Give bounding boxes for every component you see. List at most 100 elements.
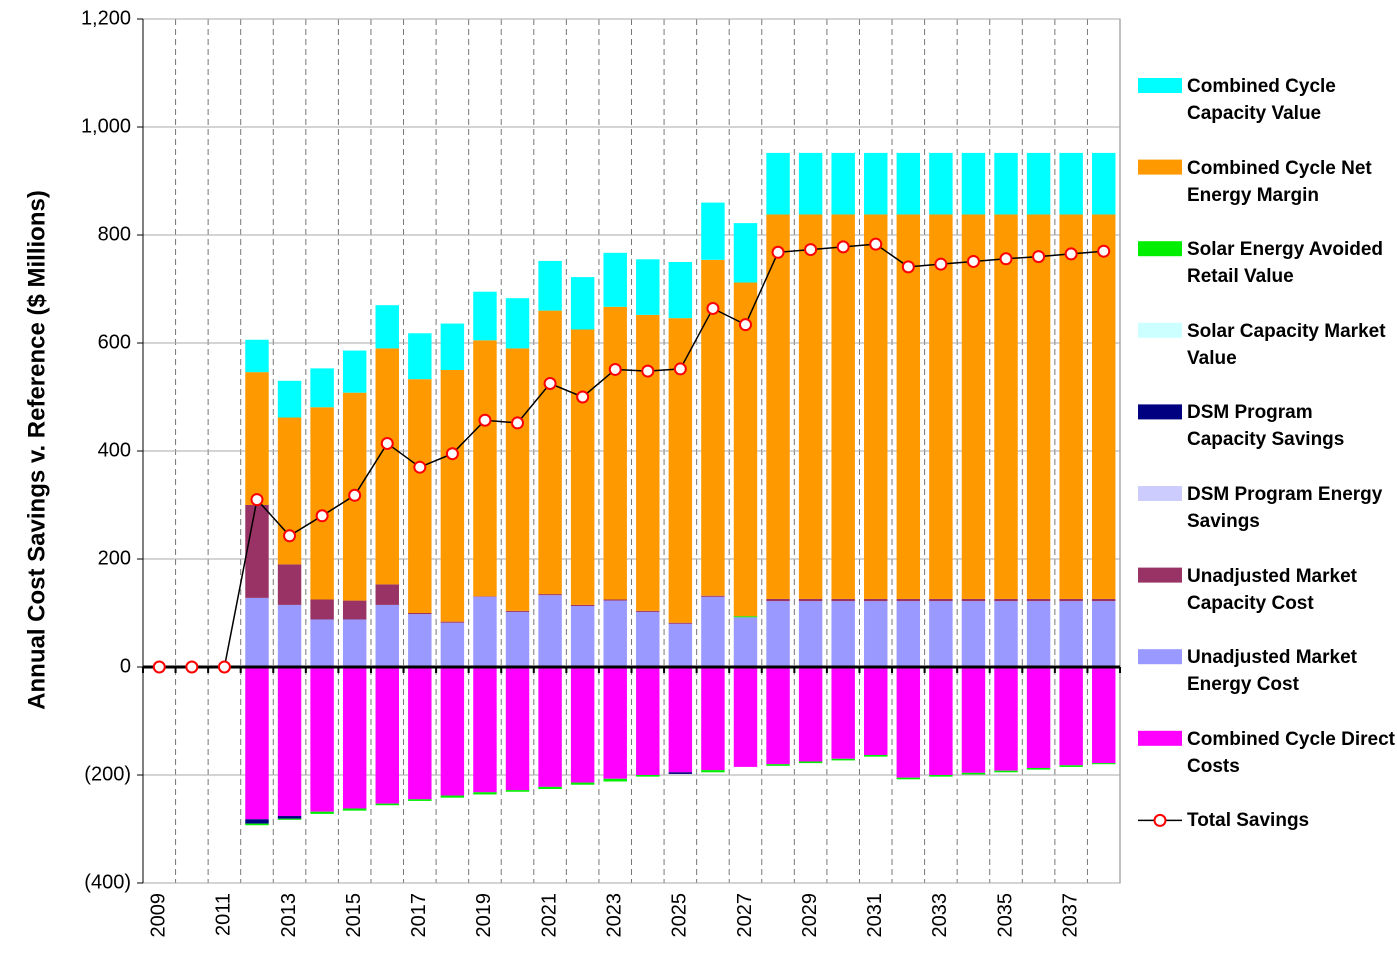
line-marker <box>511 416 525 430</box>
bar-segment <box>636 259 660 315</box>
legend-swatch <box>1138 322 1182 338</box>
y-tick-label: 600 <box>98 331 131 353</box>
bar-segment <box>766 214 790 599</box>
y-tick-label: 200 <box>98 547 131 569</box>
bar-segment <box>505 790 530 792</box>
line-marker <box>413 460 427 474</box>
bar-segment <box>1091 214 1116 599</box>
bar-segment <box>896 214 921 599</box>
bar-segment <box>538 667 562 787</box>
bar-segment <box>375 584 399 605</box>
bar-segment <box>538 595 562 667</box>
line-marker <box>185 660 199 674</box>
bar-segment <box>570 329 595 605</box>
y-tick-label: 1,000 <box>81 115 131 137</box>
bar-segment <box>473 291 497 341</box>
line-marker <box>250 493 264 507</box>
bar-segment <box>538 260 562 311</box>
bar-segment <box>668 623 693 667</box>
bar-segment <box>1059 214 1083 599</box>
bar-segment <box>668 667 693 773</box>
bar-segment <box>896 667 921 778</box>
x-tick-label: 2013 <box>278 893 300 938</box>
y-tick-label: 400 <box>98 439 131 461</box>
bar-segment <box>929 214 953 599</box>
bar-segment <box>245 339 269 373</box>
bar-segment <box>864 152 888 215</box>
bar-segment <box>994 214 1018 599</box>
bar-segment <box>603 306 627 600</box>
bar-segment <box>1059 765 1083 767</box>
bar-segment <box>277 667 302 817</box>
bar-segment <box>929 598 953 602</box>
bar-segment <box>733 617 758 667</box>
bar-segment <box>538 594 562 596</box>
bar-segment <box>245 505 269 598</box>
bar-segment <box>440 621 465 623</box>
bar-segment <box>896 601 921 667</box>
bar-segment <box>929 667 953 775</box>
bar-segment <box>1026 214 1051 599</box>
bar-segment <box>277 818 302 820</box>
bar-segment <box>896 152 921 215</box>
line-marker <box>999 252 1013 266</box>
bar-segment <box>961 772 986 775</box>
legend-swatch <box>1138 730 1182 746</box>
line-marker <box>673 362 687 376</box>
bar-segment <box>440 370 465 622</box>
line-marker <box>804 243 818 257</box>
y-axis-title: Annual Cost Savings v. Reference ($ Mill… <box>23 190 50 710</box>
bar-segment <box>408 614 432 667</box>
bar-segment <box>668 622 693 624</box>
legend-label: Unadjusted Market Energy Cost <box>1187 647 1357 696</box>
bar-segment <box>245 819 269 824</box>
bar-segment <box>603 252 627 307</box>
bar-segment <box>1091 601 1116 667</box>
bar-segment <box>342 619 367 667</box>
x-tick-label: 2035 <box>994 893 1016 938</box>
bar-segment <box>798 152 823 215</box>
x-tick-label: 2009 <box>148 893 170 938</box>
bar-segment <box>375 348 399 585</box>
bar-segment <box>798 601 823 667</box>
y-tick-label: (400) <box>84 871 131 893</box>
bar-segment <box>570 667 595 783</box>
bar-segment <box>994 598 1018 602</box>
bar-segment <box>864 755 888 757</box>
bar-segment <box>766 598 790 602</box>
bar-segment <box>277 604 302 667</box>
bar-segment <box>864 598 888 602</box>
bar-segment <box>440 667 465 796</box>
bar-segment <box>668 262 693 319</box>
bar-segment <box>473 596 497 597</box>
bar-segment <box>473 596 497 667</box>
bar-segment <box>1026 598 1051 602</box>
y-tick-label: 800 <box>98 223 131 245</box>
bar-segment <box>733 667 758 767</box>
legend-label: Combined Cycle Direct Costs <box>1187 728 1395 777</box>
line-marker <box>478 413 492 427</box>
bar-segment <box>538 310 562 595</box>
bar-segment <box>1026 601 1051 667</box>
bar-segment <box>408 333 432 380</box>
bar-segment <box>1059 152 1083 215</box>
legend-label: Combined Cycle Capacity Value <box>1187 76 1336 124</box>
x-tick-label: 2011 <box>213 893 235 936</box>
bar-segment <box>701 770 725 773</box>
line-marker <box>543 377 557 390</box>
bar-segment <box>701 202 725 260</box>
bar-segment <box>798 598 823 602</box>
x-tick-label: 2031 <box>864 893 886 938</box>
bar-segment <box>766 667 790 765</box>
line-marker <box>738 318 752 332</box>
bar-segment <box>440 622 465 667</box>
bar-segment <box>701 667 725 771</box>
x-tick-label: 2015 <box>343 893 365 938</box>
bar-segment <box>408 613 432 615</box>
bar-segment <box>961 601 986 667</box>
bar-segment <box>570 782 595 785</box>
bar-segment <box>570 605 595 667</box>
bar-segment <box>1059 598 1083 602</box>
x-tick-label: 2033 <box>929 893 951 938</box>
